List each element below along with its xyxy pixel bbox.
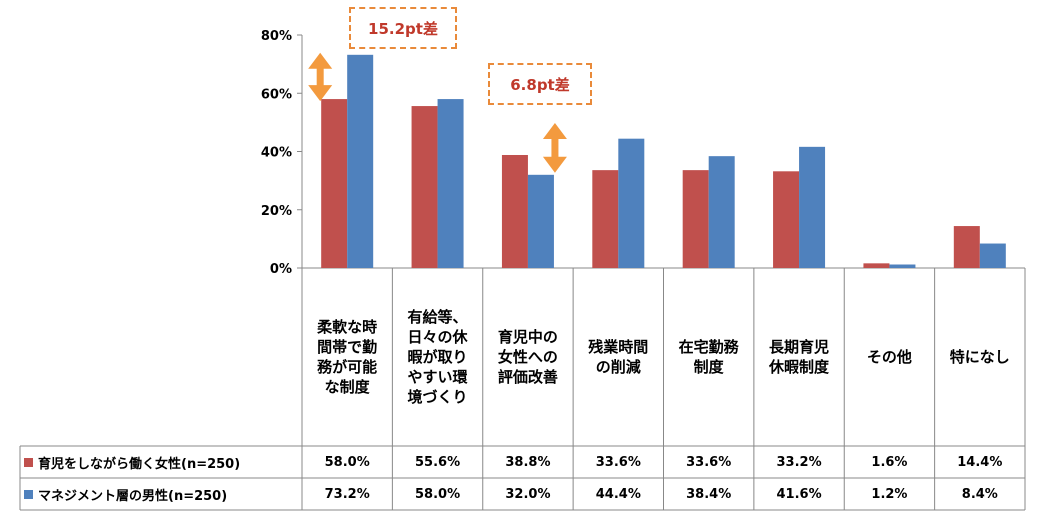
difference-arrow-head xyxy=(542,122,567,139)
difference-arrow-head xyxy=(542,156,567,173)
legend-row-label: 育児をしながら働く女性(n=250) xyxy=(24,446,240,478)
bar-women-1 xyxy=(411,106,438,268)
legend-swatch xyxy=(24,489,33,499)
legend-swatch xyxy=(24,457,33,467)
data-table-cell: 58.0% xyxy=(324,454,370,470)
bar-men-1 xyxy=(437,99,464,268)
category-label-text: 長期育児休暇制度 xyxy=(769,338,830,376)
data-table-cell: 33.6% xyxy=(595,454,641,470)
category-label: 在宅勤務制度 xyxy=(664,268,754,446)
bar-women-2 xyxy=(501,154,528,268)
bar-men-4 xyxy=(708,156,735,268)
data-table-cell: 1.2% xyxy=(871,486,908,502)
bar-women-5 xyxy=(773,171,800,268)
category-label: 長期育児休暇制度 xyxy=(754,268,844,446)
difference-arrow-head xyxy=(308,52,333,69)
bar-women-6 xyxy=(863,263,890,268)
data-table-cell: 73.2% xyxy=(324,486,370,502)
y-tick-label: 20% xyxy=(261,204,292,219)
data-table-cell: 41.6% xyxy=(776,486,822,502)
bar-men-2 xyxy=(527,174,554,268)
bar-men-5 xyxy=(799,146,826,268)
difference-annotation: 6.8pt差 xyxy=(488,63,592,105)
data-table-cell: 44.4% xyxy=(595,486,641,502)
category-label-text: 育児中の女性への評価改善 xyxy=(497,328,558,386)
data-table-cell: 38.8% xyxy=(505,454,551,470)
category-label: 特になし xyxy=(935,268,1025,446)
y-tick-label: 60% xyxy=(261,87,292,102)
data-table-cell: 1.6% xyxy=(871,454,908,470)
bar-men-7 xyxy=(979,243,1006,268)
category-label-text: 柔軟な時間帯で勤務が可能な制度 xyxy=(317,318,378,396)
legend-row-label: マネジメント層の男性(n=250) xyxy=(24,478,227,510)
bar-women-4 xyxy=(682,170,709,268)
plot-area: 0% 20% 40% 60% 80% xyxy=(19,29,1026,511)
data-table-cell: 33.2% xyxy=(776,454,822,470)
category-label-text: 有給等、日々の休暇が取りやすい環境づくり xyxy=(407,308,468,406)
category-label: 残業時間の削減 xyxy=(573,268,663,446)
legend-label: 育児をしながら働く女性(n=250) xyxy=(38,456,241,472)
category-label: 育児中の女性への評価改善 xyxy=(483,268,573,446)
category-label-text: 在宅勤務制度 xyxy=(678,338,739,376)
data-table-cell: 32.0% xyxy=(505,486,551,502)
difference-arrow-head xyxy=(308,85,333,102)
y-tick-label: 40% xyxy=(261,146,292,161)
bar-men-3 xyxy=(618,138,645,268)
data-table-cell: 55.6% xyxy=(415,454,461,470)
bar-women-0 xyxy=(321,99,348,268)
data-table-cell: 33.6% xyxy=(686,454,732,470)
category-label: その他 xyxy=(844,268,934,446)
bar-women-7 xyxy=(953,226,980,268)
y-tick-label: 80% xyxy=(261,29,292,44)
data-table-cell: 8.4% xyxy=(961,486,998,502)
category-label-text: その他 xyxy=(866,348,912,366)
difference-annotation: 15.2pt差 xyxy=(349,7,457,49)
category-label-text: 残業時間の削減 xyxy=(588,338,649,376)
bar-women-3 xyxy=(592,170,619,268)
data-table-cell: 58.0% xyxy=(415,486,461,502)
data-table-cell: 38.4% xyxy=(686,486,732,502)
bar-men-0 xyxy=(347,54,374,269)
data-table-cell: 14.4% xyxy=(957,454,1003,470)
category-label-text: 特になし xyxy=(949,348,1010,366)
legend-label: マネジメント層の男性(n=250) xyxy=(38,488,228,504)
category-label: 有給等、日々の休暇が取りやすい環境づくり xyxy=(392,268,482,446)
y-tick-label: 0% xyxy=(270,262,292,277)
category-label: 柔軟な時間帯で勤務が可能な制度 xyxy=(302,268,392,446)
bar-men-6 xyxy=(889,264,916,268)
